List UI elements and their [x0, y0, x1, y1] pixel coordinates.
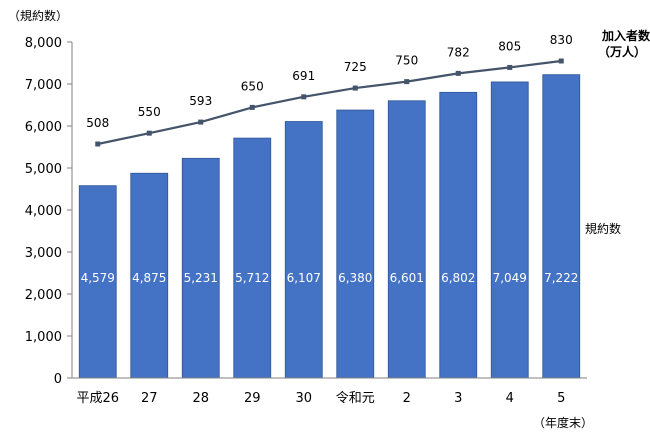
line-series: 508 550 593 650 691 725 750 782 805 830	[86, 33, 573, 147]
line-point	[198, 119, 204, 125]
bar-value-label: 4,875	[132, 271, 166, 285]
bar-value-label: 5,231	[184, 271, 218, 285]
y-tick-label: 4,000	[25, 204, 62, 219]
line-value-label: 805	[498, 39, 521, 53]
line-point	[249, 104, 255, 110]
x-tick-label: 27	[141, 391, 158, 406]
x-tick-label: 5	[557, 391, 565, 406]
bar-value-label: 6,802	[441, 271, 475, 285]
bar	[387, 100, 426, 379]
line-legend-line2: （万人）	[598, 44, 646, 59]
bar-value-label: 5,712	[235, 271, 269, 285]
bar-value-label: 7,049	[493, 271, 527, 285]
bar	[439, 91, 478, 379]
line-value-label: 725	[344, 60, 367, 74]
y-tick-label: 2,000	[25, 288, 62, 303]
x-tick-label: 30	[295, 391, 312, 406]
line-legend-line1: 加入者数	[601, 28, 650, 43]
line-point	[352, 85, 358, 91]
line-value-label: 782	[447, 45, 470, 59]
x-tick-label: 3	[454, 391, 462, 406]
bars: 4,579 4,875 5,231 5,712 6,107 6,380 6,601 6,802…	[78, 74, 581, 379]
y-tick-label: 7,000	[25, 78, 62, 93]
bar	[181, 157, 220, 379]
line-value-label: 750	[395, 54, 418, 68]
line-path	[97, 59, 562, 146]
x-tick-label: 29	[244, 391, 261, 406]
x-axis-suffix: （年度末）	[533, 415, 593, 430]
x-tick-label: 28	[192, 391, 209, 406]
y-axis: 0 1,000 2,000 3,000 4,000 5,000 6,000 7,000 8,00…	[25, 36, 73, 387]
y-tick-label: 6,000	[25, 120, 62, 135]
line-value-label: 650	[241, 79, 264, 93]
bar	[336, 109, 375, 379]
line-point	[455, 70, 461, 76]
bar	[130, 172, 169, 379]
x-axis: 平成26 27 28 29 30 令和元 2 3 4 5	[72, 377, 587, 406]
bar	[542, 74, 581, 379]
line-value-label: 550	[138, 105, 161, 119]
line-value-label: 830	[550, 33, 573, 47]
bar-value-label: 7,222	[544, 271, 578, 285]
line-point	[558, 58, 564, 64]
x-tick-label: 2	[403, 391, 411, 406]
line-value-label: 691	[292, 69, 315, 83]
line-point	[507, 64, 513, 70]
y-tick-label: 0	[54, 372, 62, 387]
y-tick-label: 3,000	[25, 246, 62, 261]
x-tick-label: 令和元	[336, 391, 375, 406]
bar	[78, 185, 117, 379]
y-axis-title: （規約数）	[8, 8, 68, 23]
line-point	[95, 141, 101, 147]
x-tick-label: 平成26	[76, 391, 119, 406]
bar-value-label: 6,107	[287, 271, 321, 285]
line-point	[404, 79, 410, 85]
bar-value-label: 4,579	[81, 271, 115, 285]
bar-value-label: 6,601	[390, 271, 424, 285]
bar	[284, 121, 323, 379]
bar	[233, 137, 272, 379]
line-point	[146, 130, 152, 136]
x-tick-label: 4	[506, 391, 514, 406]
y-tick-label: 8,000	[25, 36, 62, 51]
line-value-label: 508	[86, 116, 109, 130]
y-tick-label: 5,000	[25, 162, 62, 177]
line-value-label: 593	[189, 94, 212, 108]
bar-value-label: 6,380	[338, 271, 372, 285]
y-tick-label: 1,000	[25, 330, 62, 345]
bar	[490, 81, 529, 379]
bar-series-label: 規約数	[585, 221, 621, 236]
line-point	[301, 94, 307, 100]
